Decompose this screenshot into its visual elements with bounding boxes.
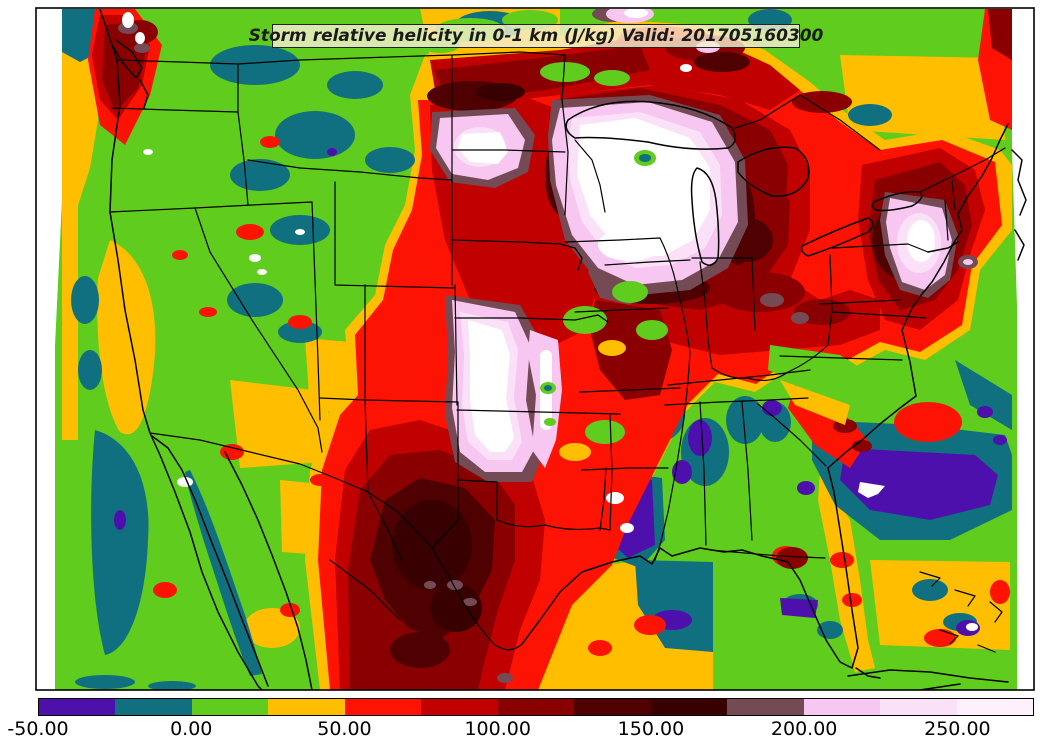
state-borders: [109, 51, 1006, 653]
colorbar-segment: [574, 699, 651, 715]
colorbar: [38, 698, 1034, 716]
colorbar-tick-label: 150.00: [617, 718, 685, 740]
colorbar-segment: [803, 699, 881, 715]
colorbar-ticks: -50.00 0.00 50.00 100.00 150.00 200.00 250.00: [7, 718, 1034, 742]
map-title-box: Storm relative helicity in 0-1 km (J/kg)…: [249, 24, 823, 48]
colorbar-segment: [115, 699, 192, 715]
map-title: Storm relative helicity in 0-1 km (J/kg)…: [248, 26, 824, 46]
colorbar-segment: [191, 699, 269, 715]
colorbar-tick-label: 100.00: [464, 718, 531, 740]
colorbar-segment: [268, 699, 345, 715]
plot-inner-margins: [37, 9, 1033, 690]
plot-frame: [35, 7, 1035, 691]
colorbar-segment: [497, 699, 575, 715]
colorbar-tick-label: 0.00: [170, 718, 213, 740]
colorbar-segment: [650, 699, 728, 715]
colorbar-segment: [344, 699, 422, 715]
colorbar-segment: [727, 699, 804, 715]
coastlines: [99, 9, 1027, 690]
field-white-maxima: [122, 9, 978, 631]
colorbar-tick-label: -50.00: [7, 718, 69, 740]
colorbar-tick-label: 250.00: [924, 718, 991, 740]
colorbar-segment: [421, 699, 498, 715]
colorbar-segment: [39, 699, 116, 715]
colorbar-segment: [880, 699, 957, 715]
colorbar-tick-label: 200.00: [770, 718, 838, 740]
colorbar-segment: [956, 699, 1034, 715]
colorbar-tick-label: 50.00: [317, 718, 372, 740]
